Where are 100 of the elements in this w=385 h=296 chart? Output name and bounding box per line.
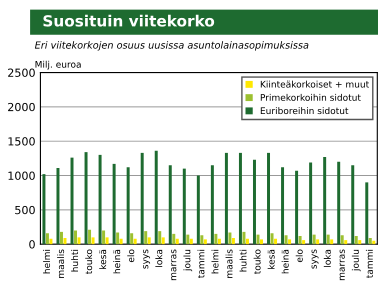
bar: [302, 240, 306, 244]
y-axis-title: Milj. euroa: [36, 60, 81, 70]
bar: [344, 240, 348, 244]
bar: [148, 237, 151, 244]
bar: [267, 152, 270, 244]
bar: [140, 152, 144, 244]
bar: [224, 152, 228, 244]
x-tick-label: loka: [155, 250, 162, 267]
bar: [256, 234, 260, 244]
bar: [218, 238, 221, 244]
bar: [176, 238, 179, 244]
bar: [42, 174, 46, 244]
bar: [281, 167, 284, 244]
bar: [130, 233, 134, 244]
x-tick-label: tammi: [197, 250, 204, 278]
bar: [106, 237, 109, 244]
bar: [63, 238, 66, 244]
bar: [337, 162, 340, 244]
bar: [78, 237, 81, 244]
y-tick-label: 0: [29, 240, 35, 249]
bar: [295, 170, 298, 244]
y-tick-label: 1000: [8, 172, 35, 180]
x-tick-label: maalis: [57, 250, 64, 278]
legend-label: Primekorkoihin sidotut: [260, 94, 361, 101]
x-tick-label: marras: [340, 250, 345, 280]
y-tick-label: 500: [15, 206, 35, 214]
bar: [98, 154, 102, 244]
bar: [228, 232, 232, 244]
bar: [102, 230, 106, 244]
x-tick-label: kesä: [268, 250, 275, 269]
bar: [144, 231, 148, 244]
bar: [368, 238, 372, 244]
bar: [274, 238, 278, 244]
bar: [84, 152, 88, 244]
bar: [154, 150, 158, 244]
bar: [196, 176, 200, 244]
bar: [74, 230, 78, 244]
bar: [60, 232, 63, 244]
bar: [326, 234, 330, 244]
x-tick-label: heinä: [113, 250, 120, 274]
x-tick-label: tammi: [366, 250, 373, 278]
x-tick-label: elo: [127, 250, 134, 262]
bar: [238, 152, 242, 244]
x-tick-label: loka: [324, 250, 331, 267]
x-tick-label: syys: [143, 250, 150, 269]
legend-label: Kiinteäkorkoiset + muut: [260, 80, 369, 88]
bar: [330, 239, 334, 244]
bar: [214, 234, 218, 244]
bar: [252, 160, 256, 244]
bar: [340, 235, 344, 244]
bar: [88, 230, 92, 244]
bar: [204, 239, 207, 244]
bar: [46, 233, 49, 244]
bar: [92, 237, 95, 244]
chart-title: Suosituin viitekorko: [43, 14, 214, 27]
bar: [298, 236, 302, 244]
bar: [120, 238, 123, 244]
bar: [168, 165, 172, 244]
x-tick-label: helmi: [43, 250, 50, 274]
x-tick-label: kesä: [99, 250, 106, 269]
bar: [312, 234, 316, 244]
bar: [210, 165, 214, 244]
x-tick-label: joulu: [183, 250, 192, 272]
bar: [190, 238, 193, 244]
bar: [288, 239, 292, 244]
y-tick-label: 1500: [8, 137, 35, 146]
bar: [70, 158, 74, 244]
bar: [182, 168, 186, 244]
bar: [365, 182, 368, 244]
x-tick-label: helmi: [212, 250, 218, 274]
bar: [200, 235, 204, 244]
bar: [284, 235, 288, 244]
bar: [116, 232, 120, 244]
bar: [270, 233, 274, 244]
bar: [246, 238, 249, 244]
bar: [134, 238, 137, 244]
x-tick-label: huhti: [240, 250, 247, 272]
bar: [351, 165, 354, 244]
bar: [242, 232, 246, 244]
bar: [49, 238, 52, 244]
bar: [232, 238, 235, 244]
bar: [112, 164, 116, 244]
x-tick-label: huhti: [71, 250, 78, 272]
x-tick-label: joulu: [352, 250, 361, 272]
x-tick-label: syys: [312, 250, 319, 269]
legend-label: Euriboreihin sidotut: [260, 107, 348, 114]
bar: [316, 239, 320, 244]
x-tick-label: touko: [254, 250, 261, 274]
y-tick-label: 2500: [8, 68, 35, 77]
y-tick-label: 2000: [8, 102, 35, 112]
bar: [186, 234, 190, 244]
x-tick-label: touko: [85, 250, 92, 274]
bar: [158, 231, 162, 244]
chart-subtitle: Eri viitekorkojen osuus uusissa asuntolainasopimuksissa: [34, 41, 308, 51]
x-tick-label: elo: [296, 250, 303, 262]
bar: [172, 234, 176, 244]
bar: [126, 167, 130, 244]
bar: [56, 168, 60, 244]
x-tick-label: marras: [171, 250, 176, 280]
bar: [309, 162, 312, 244]
